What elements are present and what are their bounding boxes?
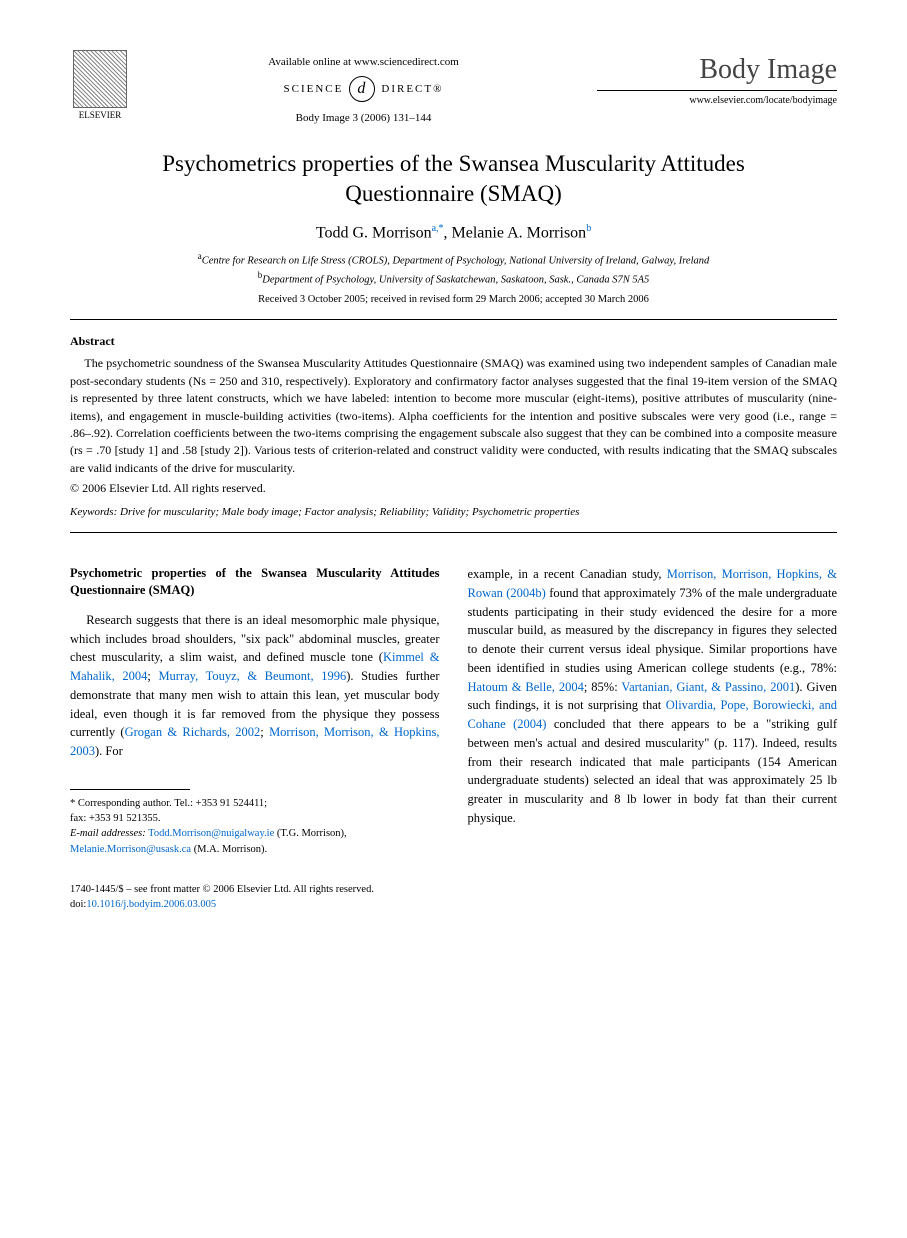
header-center: Available online at www.sciencedirect.co… (130, 50, 597, 124)
author-1: Todd G. Morrison (316, 224, 432, 241)
cite-vartanian[interactable]: Vartanian, Giant, & Passino, 2001 (621, 680, 795, 694)
p2-t3: ; 85%: (584, 680, 622, 694)
affiliations: aCentre for Research on Life Stress (CRO… (70, 250, 837, 288)
sd-text-right: DIRECT® (381, 83, 443, 95)
doi-link[interactable]: 10.1016/j.bodyim.2006.03.005 (86, 899, 216, 910)
body-col-left: Psychometric properties of the Swansea M… (70, 565, 440, 857)
author-1-affil-link[interactable]: a, (432, 223, 439, 234)
affiliation-b: bDepartment of Psychology, University of… (70, 269, 837, 288)
keywords-text: Drive for muscularity; Male body image; … (117, 506, 579, 518)
sd-at-icon: d (349, 76, 375, 102)
email-1-who: (T.G. Morrison), (274, 828, 346, 839)
author-2-affil-link[interactable]: b (586, 223, 591, 234)
section-heading: Psychometric properties of the Swansea M… (70, 565, 440, 599)
author-sep: , (444, 224, 452, 241)
corr-author-tel: * Corresponding author. Tel.: +353 91 52… (70, 796, 440, 811)
authors-line: Todd G. Morrisona,*, Melanie A. Morrison… (70, 223, 837, 242)
email-label: E-mail addresses: (70, 828, 146, 839)
elsevier-tree-icon (73, 50, 127, 108)
footnote-separator (70, 789, 190, 790)
body-para-1: Research suggests that there is an ideal… (70, 611, 440, 761)
email-2-who: (M.A. Morrison). (191, 844, 267, 855)
availability-line: Available online at www.sciencedirect.co… (130, 56, 597, 68)
article-title: Psychometrics properties of the Swansea … (110, 149, 797, 209)
affiliation-a: aCentre for Research on Life Stress (CRO… (70, 250, 837, 269)
header-right: Body Image www.elsevier.com/locate/bodyi… (597, 50, 837, 106)
footer-front-matter: 1740-1445/$ – see front matter © 2006 El… (70, 883, 837, 898)
p1-t5: ). For (95, 744, 123, 758)
abstract-copyright: © 2006 Elsevier Ltd. All rights reserved… (70, 481, 837, 496)
affil-b-text: Department of Psychology, University of … (262, 275, 649, 286)
email-1[interactable]: Todd.Morrison@nuigalway.ie (148, 828, 274, 839)
cite-murray[interactable]: Murray, Touyz, & Beumont, 1996 (158, 669, 346, 683)
abstract-body: The psychometric soundness of the Swanse… (70, 355, 837, 477)
author-2: Melanie A. Morrison (452, 224, 587, 241)
p1-t4: ; (260, 725, 269, 739)
sciencedirect-logo: SCIENCE d DIRECT® (284, 76, 444, 102)
affil-a-text: Centre for Research on Life Stress (CROL… (202, 256, 710, 267)
keywords-line: Keywords: Drive for muscularity; Male bo… (70, 506, 837, 518)
body-para-2: example, in a recent Canadian study, Mor… (468, 565, 838, 828)
body-columns: Psychometric properties of the Swansea M… (70, 565, 837, 857)
sd-text-left: SCIENCE (284, 83, 344, 95)
footnotes-block: * Corresponding author. Tel.: +353 91 52… (70, 796, 440, 857)
corr-emails: E-mail addresses: Todd.Morrison@nuigalwa… (70, 826, 440, 856)
footer-doi-line: doi:10.1016/j.bodyim.2006.03.005 (70, 898, 837, 913)
rule-below-keywords (70, 532, 837, 533)
cite-grogan[interactable]: Grogan & Richards, 2002 (125, 725, 261, 739)
p2-t1: example, in a recent Canadian study, (468, 567, 667, 581)
journal-reference: Body Image 3 (2006) 131–144 (130, 112, 597, 124)
publisher-name: ELSEVIER (79, 110, 122, 120)
corr-author-fax: fax: +353 91 521355. (70, 811, 440, 826)
cite-hatoum[interactable]: Hatoum & Belle, 2004 (468, 680, 584, 694)
p1-t2: ; (147, 669, 158, 683)
publisher-logo: ELSEVIER (70, 50, 130, 125)
doi-label: doi: (70, 899, 86, 910)
body-col-right: example, in a recent Canadian study, Mor… (468, 565, 838, 857)
email-2[interactable]: Melanie.Morrison@usask.ca (70, 844, 191, 855)
journal-title-logo: Body Image (597, 54, 837, 91)
journal-url: www.elsevier.com/locate/bodyimage (597, 95, 837, 106)
article-dates: Received 3 October 2005; received in rev… (70, 294, 837, 305)
abstract-heading: Abstract (70, 334, 837, 349)
keywords-label: Keywords: (70, 506, 117, 518)
p2-t5: concluded that there appears to be a "st… (468, 717, 838, 825)
rule-above-abstract (70, 319, 837, 320)
page-footer: 1740-1445/$ – see front matter © 2006 El… (70, 883, 837, 912)
page-header: ELSEVIER Available online at www.science… (70, 50, 837, 125)
